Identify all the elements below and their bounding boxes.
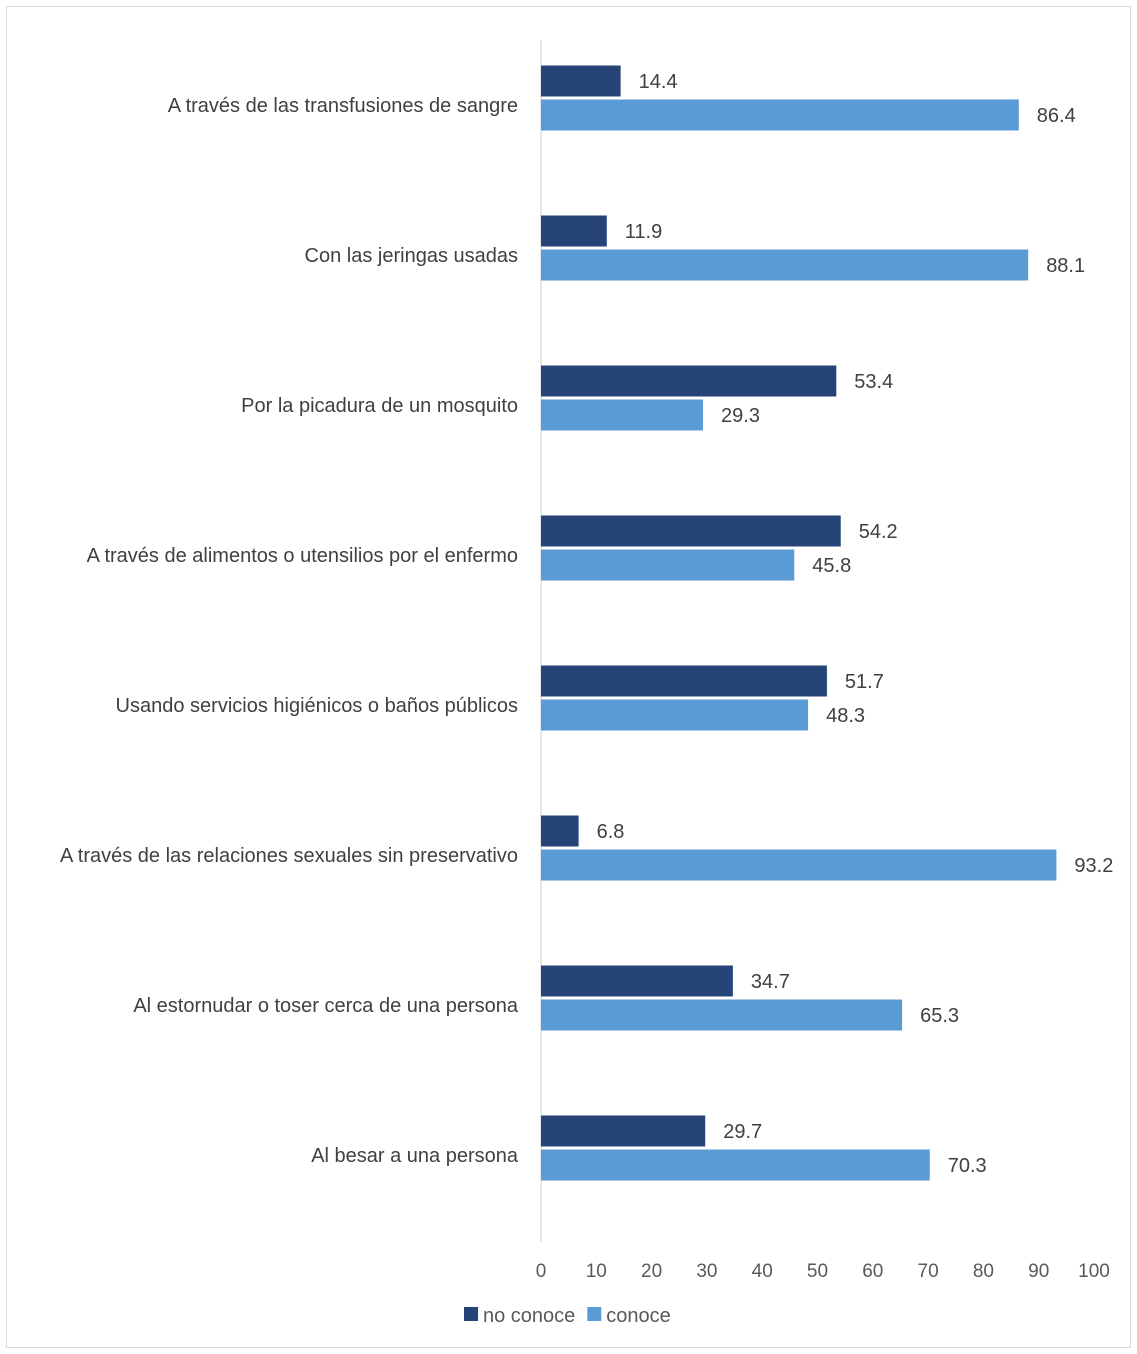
category-label: A través de las transfusiones de sangre — [168, 95, 518, 117]
x-tick-label: 10 — [586, 1261, 607, 1282]
bar-no-conoce — [541, 515, 841, 547]
category-label: Con las jeringas usadas — [305, 245, 518, 267]
data-label: 70.3 — [948, 1155, 987, 1177]
x-tick-label: 100 — [1078, 1261, 1110, 1282]
bar-conoce — [541, 249, 1029, 281]
bar-no-conoce — [541, 1115, 706, 1147]
bar-conoce — [541, 699, 809, 731]
x-tick-label: 50 — [807, 1261, 828, 1282]
x-tick-label: 40 — [752, 1261, 773, 1282]
category-label: Al besar a una persona — [311, 1145, 519, 1167]
x-tick-label: 0 — [536, 1261, 547, 1282]
legend-label: no conoce — [483, 1305, 575, 1327]
bar-conoce — [541, 999, 903, 1031]
bar-no-conoce — [541, 815, 579, 847]
category-label: Al estornudar o toser cerca de una perso… — [133, 995, 519, 1017]
data-label: 11.9 — [625, 221, 662, 243]
x-tick-label: 30 — [696, 1261, 717, 1282]
x-tick-label: 70 — [918, 1261, 939, 1282]
data-label: 14.4 — [639, 71, 678, 93]
data-label: 51.7 — [845, 671, 884, 693]
data-label: 6.8 — [597, 821, 625, 843]
data-label: 93.2 — [1074, 855, 1113, 877]
data-label: 86.4 — [1037, 105, 1076, 127]
bar-no-conoce — [541, 65, 621, 97]
data-label: 48.3 — [826, 705, 865, 727]
category-label: Por la picadura de un mosquito — [241, 395, 518, 417]
data-label: 53.4 — [854, 371, 893, 393]
bar-no-conoce — [541, 965, 733, 997]
data-label: 65.3 — [920, 1005, 959, 1027]
legend-label: conoce — [606, 1305, 671, 1327]
bar-no-conoce — [541, 215, 607, 247]
category-label: A través de las relaciones sexuales sin … — [60, 845, 518, 867]
bar-conoce — [541, 1149, 930, 1181]
data-label: 29.3 — [721, 405, 760, 427]
legend-swatch — [587, 1307, 602, 1321]
x-tick-label: 90 — [1028, 1261, 1049, 1282]
bar-conoce — [541, 99, 1019, 131]
data-label: 88.1 — [1046, 255, 1085, 277]
category-label: A través de alimentos o utensilios por e… — [87, 545, 518, 567]
data-label: 54.2 — [859, 521, 898, 543]
bar-conoce — [541, 399, 704, 431]
bar-conoce — [541, 849, 1057, 881]
x-tick-label: 20 — [641, 1261, 662, 1282]
bar-no-conoce — [541, 665, 827, 697]
data-label: 45.8 — [812, 555, 851, 577]
data-label: 29.7 — [723, 1121, 762, 1143]
x-tick-label: 60 — [862, 1261, 883, 1282]
data-label: 34.7 — [751, 971, 790, 993]
category-label: Usando servicios higiénicos o baños públ… — [116, 695, 518, 717]
bar-no-conoce — [541, 365, 837, 397]
x-tick-label: 80 — [973, 1261, 994, 1282]
bar-conoce — [541, 549, 795, 581]
legend-swatch — [464, 1307, 478, 1321]
